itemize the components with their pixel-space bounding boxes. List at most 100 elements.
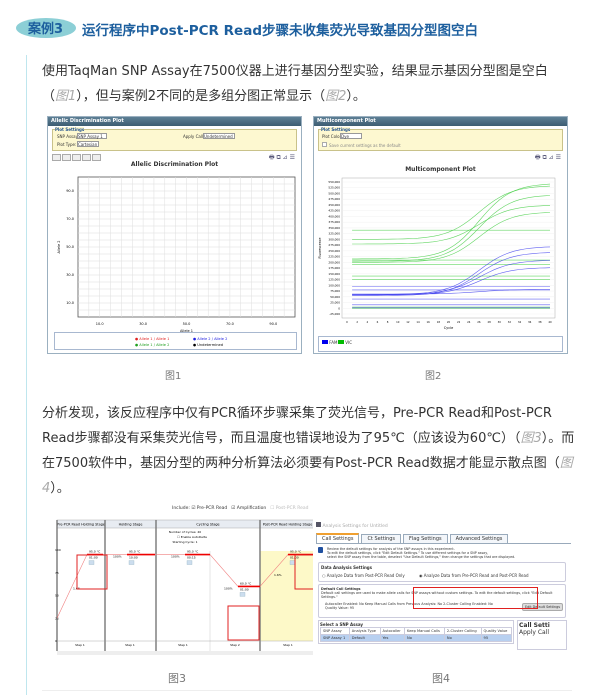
x-tick-label: 30 — [498, 320, 502, 324]
plot-type-label: Plot Type: — [57, 142, 77, 147]
y-tick-label: 50 — [55, 594, 59, 598]
multicomponent-window: Multicomponent Plot Plot Settings Plot C… — [313, 116, 568, 354]
default-call-settings: Default Call Settings Default call setti… — [318, 584, 566, 618]
zoom-tool[interactable] — [52, 154, 61, 161]
x-tick-label: 24 — [467, 320, 471, 324]
figure-ref-2: 图2 — [325, 89, 347, 104]
radio-pre-and-post-pcr[interactable]: ◉ Analyze Data from Pre-PCR Read and Pos… — [419, 573, 529, 578]
column-header[interactable]: Analysis Type — [348, 627, 381, 635]
export-icons[interactable]: 🖶 ⧉ ⊿ ☰ — [268, 154, 295, 161]
stage-label: Pre-PCR Read Holding Stage — [57, 523, 105, 527]
zoom-out-tool[interactable] — [72, 154, 81, 161]
y-tick-label: 150,000 — [328, 272, 340, 276]
select-tool[interactable] — [92, 154, 101, 161]
plot-toolbar — [52, 154, 301, 162]
amplification-curve — [352, 260, 551, 295]
plot-settings-tab[interactable]: Plot Settings — [55, 127, 85, 132]
x-tick-label: 38 — [538, 320, 542, 324]
column-header[interactable]: SNP Assay — [320, 627, 350, 635]
edit-default-settings-button[interactable]: Edit Default Settings — [521, 603, 563, 611]
table-cell: Yes — [379, 634, 406, 642]
x-axis-label: Allele 1 — [180, 329, 193, 333]
column-header[interactable]: Autocaller — [379, 627, 406, 635]
stage-label: Post-PCR Read Holding Stage — [263, 523, 313, 527]
camera-icon — [239, 592, 246, 597]
plot-legend: ● Allele 1 / Allele 1 ● Allele 2 / Allele… — [54, 332, 297, 350]
export-icons[interactable]: 🖶 ⧉ ⊿ ☰ — [534, 154, 561, 161]
x-tick-label: 8 — [387, 320, 389, 324]
y-tick-label: 350,000 — [328, 226, 340, 230]
x-tick-label: 28 — [487, 320, 491, 324]
y-tick-label: 475,000 — [328, 197, 340, 201]
allelic-plot: 90.0 70.0 50.0 30.0 10.0 10.0 30.0 50.0 70.0 90.0… — [57, 176, 296, 333]
x-axis-label: Cycle — [444, 326, 454, 330]
ramp-rate: 100% — [171, 555, 180, 559]
info-icon — [318, 547, 323, 553]
y-tick-label: 0 — [55, 639, 57, 643]
group-desc: Default call settings are used to make a… — [321, 591, 553, 599]
y-tick-label: 100,000 — [328, 283, 340, 287]
tab-advanced-settings[interactable]: Advanced Settings — [449, 534, 509, 543]
include-checkbox[interactable]: ☑ Pre-PCR Read — [191, 506, 228, 511]
radio-post-pcr-only[interactable]: ○ Analyze Data from Post-PCR Read Only — [322, 573, 405, 578]
paren: （ — [42, 89, 56, 104]
amplification-curve — [352, 195, 551, 262]
step-label: Step 2 — [230, 643, 240, 647]
include-checkbox[interactable]: ☐ Post-PCR Read — [270, 506, 309, 511]
y-tick-label: 300,000 — [328, 237, 340, 241]
apply-call-select[interactable]: Undetermined — [203, 133, 235, 139]
x-tick-label: 10.0 — [96, 322, 104, 326]
tab-call-settings[interactable]: Call Settings — [316, 533, 360, 543]
step-time: 01:00 — [89, 556, 98, 560]
amplification-curve — [352, 205, 551, 245]
plot-settings-panel: Plot Settings Plot Color: Dye Save curre… — [318, 127, 563, 151]
y-tick-label: 90.0 — [66, 189, 74, 193]
y-tick-label: 175,000 — [328, 266, 340, 270]
step-time: 10:00 — [129, 556, 138, 560]
camera-icon — [128, 560, 135, 565]
column-header[interactable]: 2-Cluster Calling — [443, 627, 482, 635]
tab-ct-settings[interactable]: Ct Settings — [361, 534, 401, 543]
include-checkbox[interactable]: ☑ Amplification — [231, 506, 267, 511]
group-title: Select a SNP Assay — [320, 622, 364, 627]
window-title: Multicomponent Plot — [314, 117, 567, 126]
caption-fig3: 图3 — [168, 672, 186, 685]
plot-color-select[interactable]: Dye — [340, 133, 362, 139]
plot-color-label: Plot Color: — [322, 134, 343, 139]
y-tick-label: 325,000 — [328, 232, 340, 236]
snp-assay-table: SNP Assay Analysis Type Autocaller Keep Man… — [320, 627, 513, 642]
group-title: Data Analysis Settings — [321, 565, 373, 570]
y-tick-label: 0 — [338, 306, 340, 310]
plot-title: Multicomponent Plot — [405, 166, 476, 173]
window-title: Analysis Settings for Untitled — [322, 524, 388, 529]
table-cell: Default — [348, 634, 381, 642]
zoom-in-tool[interactable] — [62, 154, 71, 161]
snp-assay-select[interactable]: SNP Assay 1 — [77, 133, 107, 139]
post-pcr-highlight — [260, 551, 313, 641]
quote-border — [26, 55, 27, 695]
plot-type-select[interactable]: Cartesian — [77, 141, 99, 147]
legend-item: ● Undetermined — [193, 343, 223, 347]
camera-icon — [186, 560, 193, 565]
step-label: Step 1 — [283, 643, 293, 647]
x-tick-label: 30.0 — [139, 322, 147, 326]
column-header[interactable]: Quality Value — [480, 627, 513, 635]
save-default-checkbox[interactable] — [322, 142, 327, 147]
table-row[interactable]: SNP Assay 1 Default Yes No No 95 — [320, 634, 513, 642]
y-tick-label: 200,000 — [328, 260, 340, 264]
amplification-curve — [352, 212, 551, 263]
y-tick-label: 75 — [55, 571, 59, 575]
x-tick-label: 20 — [447, 320, 451, 324]
section-title: 运行程序中Post-PCR Read步骤未收集荧光导致基因分型图空白 — [82, 23, 478, 39]
x-tick-label: 70.0 — [226, 322, 234, 326]
step-time: 01:00 — [240, 587, 249, 591]
case-badge-label: 案例3 — [28, 22, 64, 37]
y-tick-label: 50,000 — [330, 295, 340, 299]
y-tick-label: 400,000 — [328, 214, 340, 218]
paren: （ — [546, 456, 560, 471]
tab-flag-settings[interactable]: Flag Settings — [403, 534, 448, 543]
plot-settings-tab[interactable]: Plot Settings — [321, 127, 351, 132]
column-header[interactable]: Keep Manual Calls — [404, 627, 445, 635]
y-tick-label: 25,000 — [330, 301, 340, 305]
pan-tool[interactable] — [82, 154, 91, 161]
